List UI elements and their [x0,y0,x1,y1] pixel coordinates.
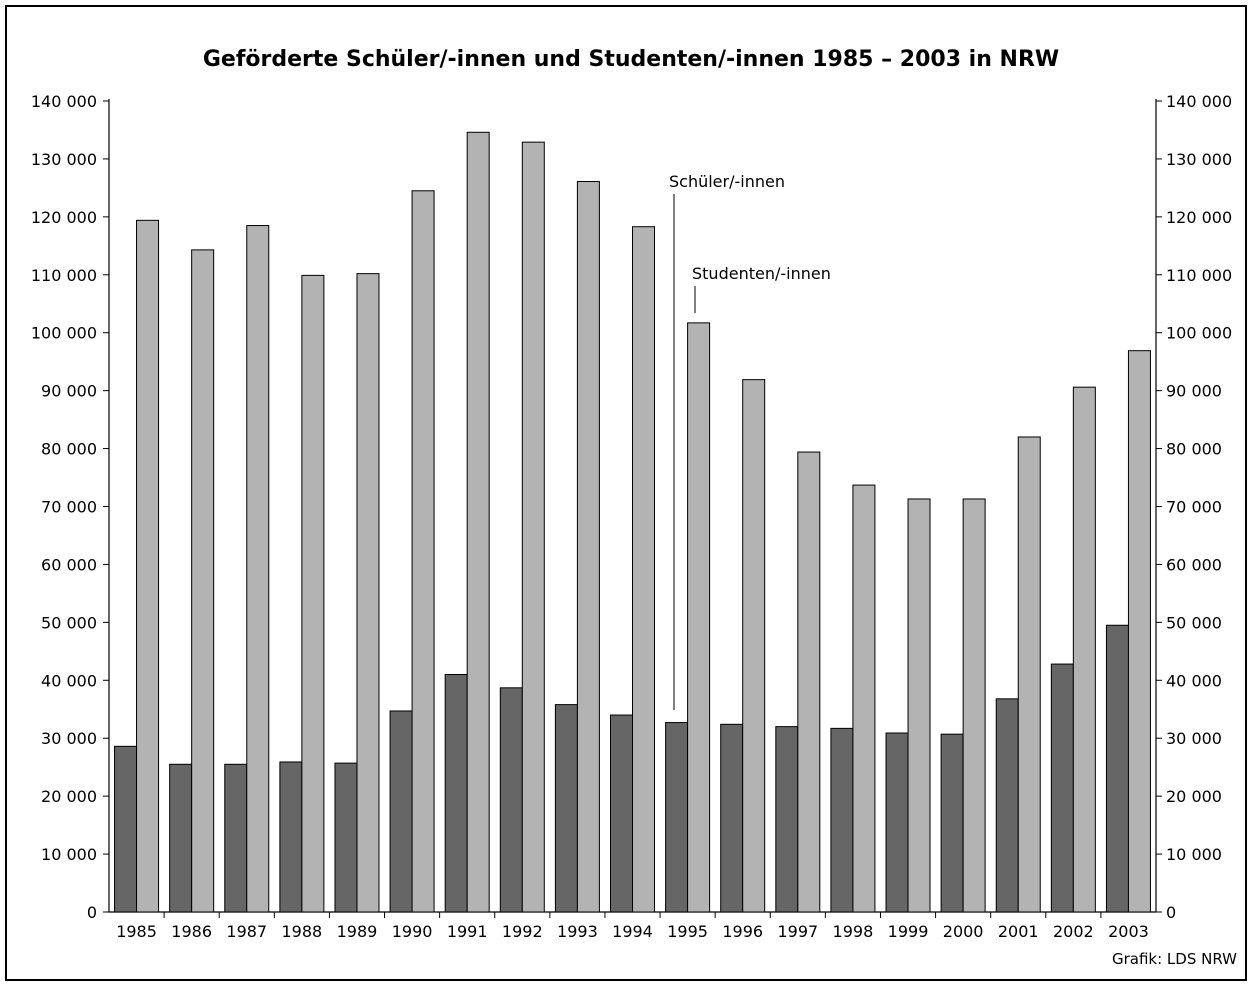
x-tick-label-1986: 1986 [171,922,212,941]
x-tick-label-1992: 1992 [502,922,543,941]
y-tick-label-right: 0 [1166,903,1176,922]
axes: 0 0 10 000 10 000 20 000 20 000 30 000 30 000 40… [31,92,1232,922]
annotation-schueler: Schüler/-innen [669,172,785,191]
x-tick-label-1997: 1997 [777,922,818,941]
bar-schueler-1990 [389,710,413,913]
bar-studenten-2001 [1017,436,1041,913]
bars [114,131,1151,913]
bar-schueler-2003 [1105,624,1129,913]
bar-studenten-1987 [246,225,270,913]
x-tick-label-1989: 1989 [337,922,378,941]
annotations: Schüler/-innen Studenten/-innen [669,172,831,710]
x-tick-label-1995: 1995 [667,922,708,941]
chart-frame: Geförderte Schüler/-innen und Studenten/… [5,5,1247,981]
bar-studenten-1998 [852,484,876,913]
x-tick-label-1991: 1991 [447,922,488,941]
y-tick-label-left: 0 [87,903,97,922]
bar-studenten-1989 [356,273,380,913]
bar-schueler-1989 [334,762,358,913]
y-tick-label-left: 110 000 [31,266,97,285]
y-tick-label-right: 90 000 [1166,382,1222,401]
bar-studenten-2002 [1072,386,1096,913]
bar-studenten-1997 [797,451,821,913]
y-tick-label-left: 60 000 [41,555,97,574]
y-tick-label-left: 20 000 [41,787,97,806]
x-tick-label-1990: 1990 [392,922,433,941]
y-tick-label-left: 80 000 [41,440,97,459]
bar-schueler-1992 [499,687,523,913]
y-tick-label-left: 50 000 [41,613,97,632]
y-tick-label-left: 140 000 [31,92,97,111]
y-tick-label-right: 120 000 [1166,208,1232,227]
chart-svg: Geförderte Schüler/-innen und Studenten/… [31,47,1237,968]
x-tick-label-1987: 1987 [226,922,267,941]
x-tick-label-1985: 1985 [116,922,157,941]
y-tick-label-left: 90 000 [41,382,97,401]
y-tick-label-right: 130 000 [1166,150,1232,169]
bar-schueler-1997 [775,726,799,913]
bar-studenten-1995 [687,322,711,913]
bar-schueler-1991 [444,673,468,913]
y-tick-label-right: 10 000 [1166,845,1222,864]
bar-schueler-1998 [830,727,854,913]
bar-schueler-1987 [224,763,248,913]
y-tick-label-left: 10 000 [41,845,97,864]
bar-studenten-1986 [191,249,215,913]
y-tick-label-left: 70 000 [41,498,97,517]
x-tick-label-1998: 1998 [833,922,874,941]
bar-schueler-2000 [940,733,964,913]
x-tick-label-1994: 1994 [612,922,653,941]
bar-studenten-1993 [576,181,600,913]
x-tick-label-2001: 2001 [998,922,1039,941]
y-tick-label-right: 80 000 [1166,440,1222,459]
y-tick-label-left: 130 000 [31,150,97,169]
bar-schueler-1993 [554,704,578,913]
y-tick-label-right: 60 000 [1166,555,1222,574]
y-tick-label-right: 50 000 [1166,613,1222,632]
bar-studenten-1994 [632,226,655,913]
bar-studenten-1990 [411,190,435,913]
y-tick-label-right: 140 000 [1166,92,1232,111]
x-tick-label-1999: 1999 [888,922,929,941]
bar-studenten-1991 [466,131,490,913]
bar-schueler-2001 [995,698,1019,913]
y-tick-label-right: 40 000 [1166,671,1222,690]
y-tick-label-left: 100 000 [31,324,97,343]
bar-schueler-1986 [169,763,193,913]
bar-studenten-1999 [907,498,931,913]
bar-studenten-2003 [1127,350,1151,913]
y-tick-label-left: 40 000 [41,671,97,690]
bar-schueler-1996 [720,723,744,913]
y-tick-label-right: 70 000 [1166,498,1222,517]
bar-studenten-1992 [521,141,545,913]
bar-studenten-1988 [301,274,325,913]
bar-schueler-1994 [610,714,633,913]
y-tick-label-right: 20 000 [1166,787,1222,806]
x-tick-label-2000: 2000 [943,922,984,941]
bar-schueler-1995 [665,722,689,913]
bar-studenten-1985 [136,219,160,913]
chart-title: Geförderte Schüler/-innen und Studenten/… [203,47,1059,72]
x-tick-label-1988: 1988 [282,922,323,941]
bar-schueler-1999 [885,732,909,913]
bar-schueler-1985 [114,745,138,913]
y-tick-label-left: 30 000 [41,729,97,748]
bar-schueler-2002 [1050,663,1074,913]
x-tick-label-1993: 1993 [557,922,598,941]
annotation-studenten: Studenten/-innen [692,264,831,283]
y-tick-label-right: 30 000 [1166,729,1222,748]
y-tick-label-right: 110 000 [1166,266,1232,285]
x-tick-labels: 1985 1986 1987 1988 1989 1990 1991 1992 1993 1994… [116,922,1149,941]
bar-schueler-1988 [279,761,303,913]
x-tick-label-2003: 2003 [1108,922,1149,941]
y-tick-label-left: 120 000 [31,208,97,227]
credit-text: Grafik: LDS NRW [1112,950,1237,968]
bar-studenten-1996 [742,379,766,913]
x-tick-label-1996: 1996 [722,922,763,941]
bar-studenten-2000 [962,498,986,913]
y-tick-label-right: 100 000 [1166,324,1232,343]
x-tick-label-2002: 2002 [1053,922,1094,941]
